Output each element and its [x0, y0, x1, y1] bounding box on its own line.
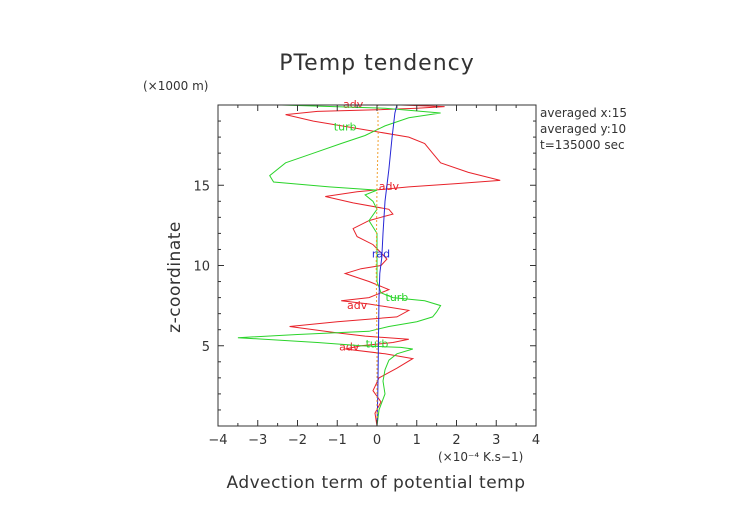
series-adv-label: adv — [339, 341, 360, 354]
info-annotation: averaged y:10 — [540, 122, 626, 136]
x-tick-label: 2 — [452, 433, 460, 448]
series-turb-label: turb — [386, 291, 409, 304]
series-adv-line — [285, 104, 501, 427]
chart-title: PTemp tendency — [279, 51, 475, 76]
axes-layer: −4 −3 −2 −1 0 1 2 3 4 5 10 15 — [193, 104, 540, 448]
x-tick-label: 4 — [532, 433, 540, 448]
series-turb-label: turb — [334, 121, 357, 134]
x-tick-label: −2 — [288, 433, 307, 448]
x-tick-label: −3 — [248, 433, 267, 448]
series-adv-label: adv — [347, 299, 368, 312]
x-axis-label: Advection term of potential temp — [226, 473, 525, 493]
series-rad-label: rad — [372, 248, 390, 261]
info-annotation: averaged x:15 — [540, 106, 627, 120]
info-annotations: averaged x:15 averaged y:10 t=135000 sec — [540, 106, 627, 152]
y-tick-label: 15 — [193, 179, 210, 194]
y-axis-label: z-coordinate — [165, 221, 185, 333]
info-annotation: t=135000 sec — [540, 138, 625, 152]
x-unit-label: (×10⁻⁴ K.s−1) — [438, 450, 523, 464]
x-tick-label: −1 — [328, 433, 347, 448]
y-tick-label: 10 — [193, 260, 210, 275]
series-adv-label: adv — [379, 180, 400, 193]
x-tick-label: 0 — [373, 433, 381, 448]
x-tick-label: 1 — [413, 433, 421, 448]
y-tick-label: 5 — [202, 340, 210, 355]
series-turb-line — [237, 104, 442, 427]
x-tick-label: −4 — [208, 433, 227, 448]
y-unit-label: (×1000 m) — [143, 79, 208, 93]
x-tick-label: 3 — [492, 433, 500, 448]
series-turb-label: turb — [366, 337, 389, 350]
series-rad-line — [376, 104, 398, 427]
series-other-line — [375, 104, 379, 426]
